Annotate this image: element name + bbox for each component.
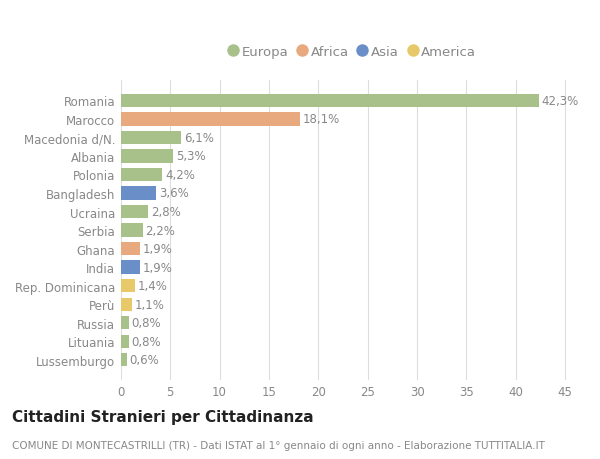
Text: 4,2%: 4,2%	[165, 168, 195, 182]
Text: 1,4%: 1,4%	[137, 280, 167, 292]
Bar	[121, 206, 148, 219]
Text: 42,3%: 42,3%	[542, 95, 579, 107]
Bar	[121, 95, 539, 108]
Bar	[121, 316, 129, 330]
Bar	[121, 298, 131, 311]
Text: 2,8%: 2,8%	[151, 206, 181, 218]
Bar	[121, 353, 127, 367]
Bar	[121, 261, 140, 274]
Bar	[121, 335, 129, 348]
Bar	[121, 242, 140, 256]
Text: 1,9%: 1,9%	[143, 242, 172, 256]
Bar	[121, 224, 143, 237]
Bar	[121, 168, 162, 182]
Text: 6,1%: 6,1%	[184, 132, 214, 145]
Bar	[121, 187, 157, 200]
Text: 0,6%: 0,6%	[130, 353, 160, 367]
Text: Cittadini Stranieri per Cittadinanza: Cittadini Stranieri per Cittadinanza	[12, 409, 314, 425]
Text: 18,1%: 18,1%	[302, 113, 340, 126]
Text: 5,3%: 5,3%	[176, 150, 206, 163]
Text: 3,6%: 3,6%	[160, 187, 189, 200]
Text: 0,8%: 0,8%	[131, 317, 161, 330]
Text: 1,1%: 1,1%	[134, 298, 164, 311]
Text: 0,8%: 0,8%	[131, 335, 161, 348]
Legend: Europa, Africa, Asia, America: Europa, Africa, Asia, America	[229, 45, 476, 59]
Bar	[121, 280, 134, 293]
Text: 2,2%: 2,2%	[145, 224, 175, 237]
Bar	[121, 131, 181, 145]
Text: COMUNE DI MONTECASTRILLI (TR) - Dati ISTAT al 1° gennaio di ogni anno - Elaboraz: COMUNE DI MONTECASTRILLI (TR) - Dati IST…	[12, 440, 545, 450]
Text: 1,9%: 1,9%	[143, 261, 172, 274]
Bar	[121, 113, 299, 126]
Bar	[121, 150, 173, 163]
